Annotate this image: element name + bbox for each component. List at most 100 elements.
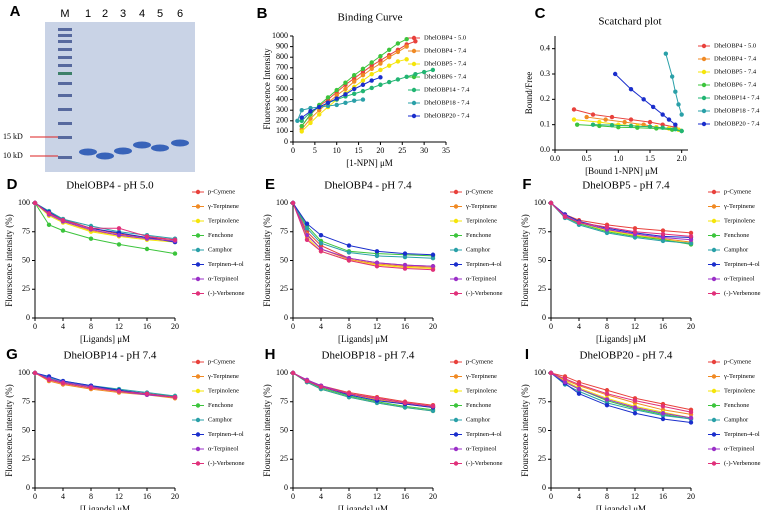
legend-label: Terpinen-4-ol [466, 261, 502, 268]
data-point [352, 79, 357, 84]
data-point [430, 252, 436, 257]
data-point [352, 98, 357, 103]
data-point [574, 122, 580, 127]
legend-label: (-)-Verbenone [208, 290, 245, 297]
legend-marker [411, 113, 417, 119]
series-line [292, 202, 434, 267]
y-tick-label: 50 [538, 255, 546, 264]
legend-marker [453, 417, 459, 423]
legend-label: DhelOBP6 - 7.4 [424, 73, 467, 80]
chart-title: DhelOBP14 - pH 7.4 [64, 350, 157, 362]
chart-title: Scatchard plot [598, 16, 661, 28]
data-point [346, 243, 352, 248]
panel-label: E [265, 176, 275, 193]
series-line [550, 372, 692, 420]
x-tick-label: 1.5 [645, 154, 655, 163]
x-tick-label: 8 [347, 492, 351, 501]
lane-label: 1 [85, 8, 91, 20]
y-tick-label: 50 [538, 425, 546, 434]
y-tick-label: 50 [22, 255, 30, 264]
legend-label: DhelOBP20 - 7.4 [714, 120, 760, 127]
data-point [295, 118, 300, 124]
legend-marker [711, 218, 717, 224]
y-tick-label: 400 [276, 94, 288, 103]
data-point [688, 237, 694, 242]
protein-band [96, 152, 114, 160]
series-line [34, 372, 176, 397]
x-axis-label: [Ligands] μM [80, 504, 130, 510]
x-tick-label: 12 [115, 322, 123, 331]
data-point [352, 91, 357, 96]
legend-marker [701, 82, 707, 88]
lane-label: 3 [120, 8, 126, 20]
data-point [46, 211, 52, 216]
legend-marker [453, 461, 459, 466]
legend-label: Terpinolene [466, 217, 497, 224]
legend-marker [711, 432, 717, 437]
data-point [660, 231, 666, 237]
chart-title: DhelOBP4 - pH 7.4 [324, 180, 412, 192]
y-axis-label: Flourscence intensity (%) [4, 384, 14, 476]
panel-label: C [535, 5, 546, 22]
data-point [404, 36, 409, 42]
ladder-band [58, 136, 72, 139]
legend-label: γ-Terpinene [723, 373, 755, 380]
y-tick-label: 0 [284, 483, 288, 492]
legend-marker [195, 432, 201, 437]
y-tick-label: 1000 [272, 31, 288, 40]
y-tick-label: 75 [280, 397, 288, 406]
chart-title: DhelOBP5 - pH 7.4 [582, 180, 670, 192]
data-point [360, 82, 366, 87]
chart-title: Binding Curve [337, 12, 402, 24]
legend-label: γ-Terpinene [723, 203, 755, 210]
y-tick-label: 0 [284, 137, 288, 146]
data-point [576, 391, 582, 396]
legend-label: p-Cymene [208, 358, 235, 365]
legend-label: γ-Terpinene [207, 373, 239, 380]
y-tick-label: 75 [538, 397, 546, 406]
legend-marker [453, 359, 459, 365]
y-tick-label: 0.2 [540, 94, 550, 103]
y-tick-label: 25 [538, 454, 546, 463]
data-point [430, 267, 436, 272]
data-point [343, 100, 348, 105]
data-point [603, 117, 608, 122]
data-point [334, 93, 339, 98]
legend-marker [411, 87, 417, 93]
data-point [604, 403, 610, 408]
marker-label: 15 kD [3, 132, 23, 141]
legend-marker [453, 291, 459, 296]
legend-label: Camphor [208, 246, 233, 253]
data-point [430, 408, 436, 414]
data-point [430, 404, 436, 409]
legend-marker [195, 403, 201, 408]
data-point [352, 86, 357, 92]
data-point [395, 59, 401, 64]
data-point [360, 73, 366, 78]
data-point [679, 112, 684, 117]
data-point [343, 80, 348, 85]
legend-label: Camphor [466, 416, 491, 423]
legend-marker [701, 108, 707, 114]
data-point [299, 115, 304, 120]
legend-marker [453, 262, 459, 267]
x-tick-label: 10 [333, 146, 341, 155]
x-tick-label: 0 [291, 146, 295, 155]
x-tick-label: 15 [355, 146, 363, 155]
data-point [317, 104, 322, 110]
x-tick-label: 0 [291, 322, 295, 331]
data-point [660, 404, 666, 409]
data-point [308, 105, 313, 111]
data-point [660, 228, 666, 233]
data-point [673, 127, 678, 132]
data-point [604, 224, 610, 230]
data-point [402, 266, 408, 271]
data-point [378, 82, 383, 87]
data-point [576, 382, 582, 387]
data-point [679, 128, 684, 134]
legend-label: Fenchone [208, 402, 233, 409]
series-line [34, 372, 176, 397]
y-tick-label: 25 [280, 454, 288, 463]
data-point [688, 241, 694, 246]
data-point [548, 370, 554, 376]
